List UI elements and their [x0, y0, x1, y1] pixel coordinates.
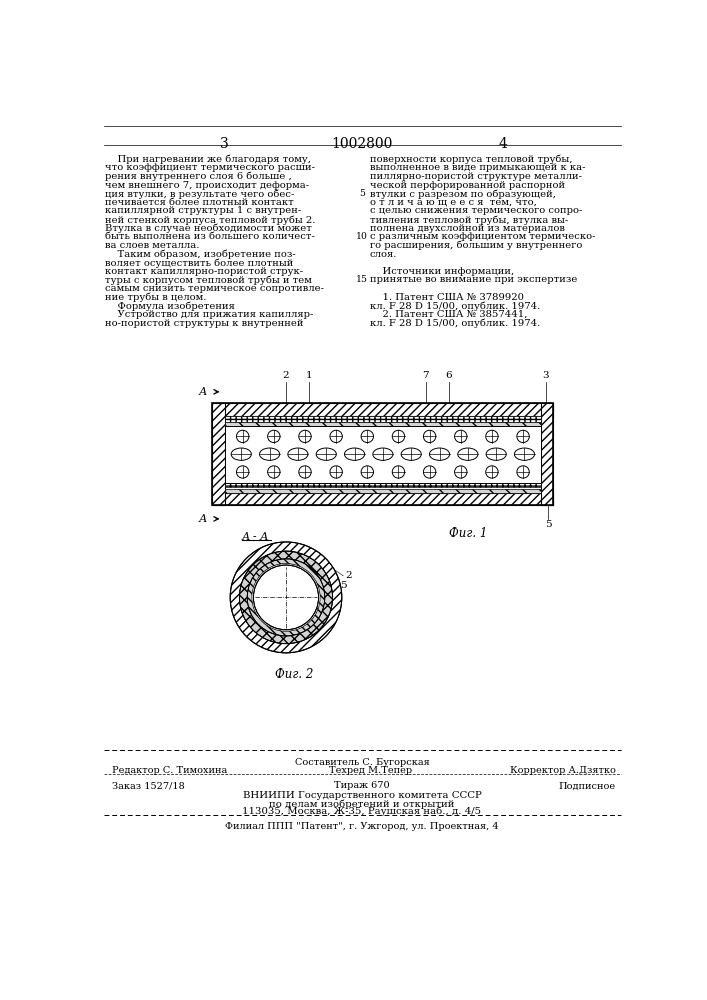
Text: кл. F 28 D 15/00, опублик. 1974.: кл. F 28 D 15/00, опублик. 1974. — [370, 319, 540, 328]
Text: печивается более плотный контакт: печивается более плотный контакт — [105, 198, 294, 207]
Text: ческой перфорированной распорной: ческой перфорированной распорной — [370, 181, 565, 190]
Text: 3: 3 — [220, 137, 228, 151]
Text: что коэффициент термического расши-: что коэффициент термического расши- — [105, 163, 315, 172]
Text: 7: 7 — [315, 608, 321, 617]
Text: слоя.: слоя. — [370, 250, 397, 259]
Text: капиллярной структуры 1 с внутрен-: капиллярной структуры 1 с внутрен- — [105, 206, 302, 215]
Text: 1: 1 — [334, 589, 341, 598]
Text: Корректор А.Дзятко: Корректор А.Дзятко — [510, 766, 615, 775]
Text: но-пористой структуры к внутренней: но-пористой структуры к внутренней — [105, 319, 304, 328]
Text: Втулка в случае необходимости может: Втулка в случае необходимости может — [105, 224, 312, 233]
Text: самым снизить термическое сопротивле-: самым снизить термическое сопротивле- — [105, 284, 325, 293]
Text: пиллярно-пористой структуре металли-: пиллярно-пористой структуре металли- — [370, 172, 582, 181]
Text: Составитель С. Бугорская: Составитель С. Бугорская — [295, 758, 429, 767]
Text: Устройство для прижатия капилляр-: Устройство для прижатия капилляр- — [105, 310, 314, 319]
Bar — [225, 416, 541, 422]
Text: 5: 5 — [359, 189, 365, 198]
Text: 2: 2 — [283, 371, 289, 380]
Text: с целью снижения термического сопро-: с целью снижения термического сопро- — [370, 206, 582, 215]
Text: 4: 4 — [275, 635, 281, 644]
Text: кл. F 28 D 15/00, опублик. 1974.: кл. F 28 D 15/00, опублик. 1974. — [370, 301, 540, 311]
Text: 3: 3 — [542, 371, 549, 380]
Text: 1. Патент США № 3789920: 1. Патент США № 3789920 — [370, 293, 524, 302]
Text: Таким образом, изобретение поз-: Таким образом, изобретение поз- — [105, 250, 296, 259]
Text: поверхности корпуса тепловой трубы,: поверхности корпуса тепловой трубы, — [370, 155, 572, 164]
Bar — [212, 403, 225, 505]
Bar — [212, 403, 554, 416]
Text: Фиг. 2: Фиг. 2 — [274, 668, 313, 681]
Text: втулки с разрезом по образующей,: втулки с разрезом по образующей, — [370, 189, 556, 199]
Text: 15: 15 — [356, 275, 368, 284]
Text: ние трубы в целом.: ние трубы в целом. — [105, 293, 207, 302]
Text: быть выполнена из большего количест-: быть выполнена из большего количест- — [105, 232, 315, 241]
Text: принятые во внимание при экспертизе: принятые во внимание при экспертизе — [370, 275, 577, 284]
Text: выполненное в виде примыкающей к ка-: выполненное в виде примыкающей к ка- — [370, 163, 585, 172]
Text: А: А — [199, 514, 207, 524]
Text: го расширения, большим у внутреннего: го расширения, большим у внутреннего — [370, 241, 582, 250]
Text: Фиг. 1: Фиг. 1 — [449, 527, 487, 540]
Text: контакт капиллярно-пористой струк-: контакт капиллярно-пористой струк- — [105, 267, 303, 276]
Text: 5: 5 — [544, 520, 551, 529]
Text: Техред М.Тепер: Техред М.Тепер — [329, 766, 411, 775]
Text: 1002800: 1002800 — [332, 137, 392, 151]
Text: 1: 1 — [306, 371, 312, 380]
Text: 2. Патент США № 3857441,: 2. Патент США № 3857441, — [370, 310, 527, 319]
Text: полнена двухслойной из материалов: полнена двухслойной из материалов — [370, 224, 565, 233]
Text: Филиал ППП "Патент", г. Ужгород, ул. Проектная, 4: Филиал ППП "Патент", г. Ужгород, ул. Про… — [225, 822, 498, 831]
Text: с различным коэффициентом термическо-: с различным коэффициентом термическо- — [370, 232, 595, 241]
Text: Источники информации,: Источники информации, — [370, 267, 514, 276]
Text: туры с корпусом тепловой трубы и тем: туры с корпусом тепловой трубы и тем — [105, 275, 312, 285]
Text: по делам изобретений и открытий: по делам изобретений и открытий — [269, 799, 455, 809]
Text: 5: 5 — [340, 581, 347, 590]
Text: 10: 10 — [356, 232, 368, 241]
Text: о т л и ч а ю щ е е с я  тем, что,: о т л и ч а ю щ е е с я тем, что, — [370, 198, 537, 207]
Text: 6: 6 — [328, 599, 334, 608]
Text: 4: 4 — [498, 137, 508, 151]
Text: рения внутреннего слоя 6 больше ,: рения внутреннего слоя 6 больше , — [105, 172, 292, 181]
Text: Заказ 1527/18: Заказ 1527/18 — [112, 781, 185, 790]
Text: 6: 6 — [445, 371, 452, 380]
Text: ция втулки, в результате чего обес-: ция втулки, в результате чего обес- — [105, 189, 295, 199]
Text: воляет осуществить более плотный: воляет осуществить более плотный — [105, 258, 294, 268]
Bar — [212, 403, 554, 505]
Bar — [212, 493, 554, 505]
Text: Формула изобретения: Формула изобретения — [105, 301, 235, 311]
Bar — [225, 480, 541, 487]
Text: ВНИИПИ Государственного комитета СССР: ВНИИПИ Государственного комитета СССР — [243, 791, 481, 800]
Text: 7: 7 — [422, 371, 429, 380]
Bar — [225, 489, 541, 493]
Bar — [541, 403, 554, 505]
Text: Подписное: Подписное — [559, 781, 615, 790]
Text: тивления тепловой трубы, втулка вы-: тивления тепловой трубы, втулка вы- — [370, 215, 568, 225]
Text: ней стенкой корпуса тепловой трубы 2.: ней стенкой корпуса тепловой трубы 2. — [105, 215, 316, 225]
Bar — [225, 426, 541, 483]
Text: 2: 2 — [346, 571, 352, 580]
Text: Тираж 670: Тираж 670 — [334, 781, 390, 790]
Text: 113035, Москва, Ж-35, Раушская наб., д. 4/5: 113035, Москва, Ж-35, Раушская наб., д. … — [243, 807, 481, 816]
Text: А: А — [199, 387, 207, 397]
Text: А - А: А - А — [242, 532, 269, 542]
Bar — [225, 422, 541, 426]
Text: При нагревании же благодаря тому,: При нагревании же благодаря тому, — [105, 155, 311, 164]
Text: чем внешнего 7, происходит деформа-: чем внешнего 7, происходит деформа- — [105, 181, 310, 190]
Text: ва слоев металла.: ва слоев металла. — [105, 241, 200, 250]
Circle shape — [253, 565, 319, 630]
Text: Редактор С. Тимохина: Редактор С. Тимохина — [112, 766, 227, 775]
